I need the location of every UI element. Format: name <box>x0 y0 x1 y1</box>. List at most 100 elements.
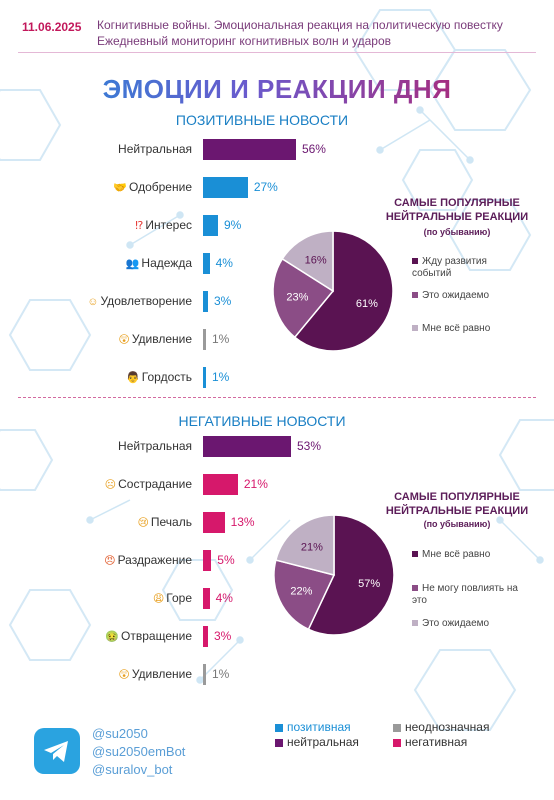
bar-label: 😲 Удивление <box>17 332 192 346</box>
bar-category-text: Надежда <box>141 256 192 270</box>
bar-category-text: Печаль <box>150 515 192 529</box>
bar-positive <box>203 291 208 312</box>
bar-ambiguous <box>203 329 206 350</box>
pie-legend-label: Это ожидаемо <box>422 618 490 629</box>
bar-category-text: Гордость <box>141 370 192 384</box>
bar-value-label: 56% <box>301 142 326 156</box>
bar-category-text: Раздражение <box>117 553 192 567</box>
handshake-emoji-icon: 🤝 <box>113 182 128 194</box>
man-emoji-icon: 👨 <box>126 372 140 384</box>
bar-value-label: 13% <box>230 515 255 529</box>
handle-suralov-bot[interactable]: @suralov_bot <box>92 762 173 777</box>
handle-su2050[interactable]: @su2050 <box>92 726 148 741</box>
bar-value-label: 4% <box>215 256 233 270</box>
legend-ambiguous-swatch <box>393 723 401 732</box>
telegram-icon[interactable] <box>34 728 80 774</box>
pie-legend-swatch <box>412 258 418 265</box>
pie-legend-swatch <box>412 585 418 592</box>
report-date: 11.06.2025 <box>22 20 82 34</box>
bar-value-label: 1% <box>212 332 230 346</box>
subtitle-line-1: Когнитивные войны. Эмоциональная реакция… <box>97 18 503 32</box>
bar-category-text: Одобрение <box>129 180 192 194</box>
positive-pie-subtitle: (по убыванию) <box>423 227 491 237</box>
pie-slice-label: 23% <box>286 292 308 304</box>
bar-value-label: 4% <box>215 591 233 605</box>
pie-legend-item: Это ожидаемо <box>412 290 522 302</box>
negative-pie-subtitle: (по убыванию) <box>423 519 491 529</box>
pie-legend-swatch <box>412 551 418 558</box>
pie-slice-label: 22% <box>290 585 312 597</box>
bar-neutral <box>203 436 291 457</box>
pie-slice <box>281 230 334 293</box>
pie-slice <box>307 514 395 636</box>
pie-legend-swatch <box>412 325 418 332</box>
bar-label: 👥 Надежда <box>17 256 192 270</box>
bar-label: ☹ Сострадание <box>17 477 192 491</box>
bar-negative <box>203 550 212 571</box>
exclamation-question-emoji-icon: ⁉ <box>135 220 144 232</box>
bar-label: 🤢 Отвращение <box>17 629 192 643</box>
legend-ambiguous: неоднозначная <box>393 720 489 734</box>
bar-label: Нейтральная <box>17 142 192 156</box>
bar-value-label: 1% <box>212 370 230 384</box>
pie-legend-item: Жду развития событий <box>412 256 522 280</box>
bar-value-label: 53% <box>296 439 321 453</box>
legend-negative-swatch <box>393 738 401 747</box>
negative-pie-title: САМЫЕ ПОПУЛЯРНЫЕ НЕЙТРАЛЬНЫЕ РЕАКЦИИ <box>385 491 529 517</box>
people-emoji-icon: 👥 <box>125 258 140 270</box>
positive-pie-title: САМЫЕ ПОПУЛЯРНЫЕ НЕЙТРАЛЬНЫЕ РЕАКЦИИ <box>385 197 529 223</box>
bar-value-label: 3% <box>213 629 232 643</box>
bar-label: ⁉ Интерес <box>17 218 192 232</box>
pie-legend-swatch <box>412 620 418 627</box>
bar-value-label: 5% <box>217 553 235 567</box>
pie-legend-item: Это ожидаемо <box>412 618 522 630</box>
pie-legend-label: Не могу повлиять на это <box>412 583 518 606</box>
pie-legend-label: Мне всё равно <box>422 323 491 334</box>
angry-face-emoji-icon: 😠 <box>104 555 116 567</box>
bar-positive <box>203 253 210 274</box>
bar-ambiguous <box>203 664 206 685</box>
bar-negative <box>203 512 225 533</box>
bar-value-label: 3% <box>213 294 232 308</box>
bar-category-text: Сострадание <box>118 477 192 491</box>
legend-neutral: нейтральная <box>275 735 359 749</box>
bar-negative <box>203 626 208 647</box>
header-divider <box>18 52 536 53</box>
bar-value-label: 21% <box>243 477 268 491</box>
bar-neutral <box>203 139 296 160</box>
legend-ambiguous-label: неоднозначная <box>405 720 490 734</box>
positive-neutral-reactions-pie: 61% 23% 16% <box>272 230 394 352</box>
nauseated-face-emoji-icon: 🤢 <box>105 631 120 643</box>
bar-label: Нейтральная <box>17 439 192 453</box>
pie-legend-item: Мне всё равно <box>412 323 522 335</box>
bar-category-text: Интерес <box>145 218 192 232</box>
bar-category-text: Горе <box>166 591 192 605</box>
pie-legend-item: Не могу повлиять на это <box>412 583 522 607</box>
legend-positive-swatch <box>275 723 283 732</box>
legend-positive-label: позитивная <box>287 720 351 734</box>
pie-slice <box>273 559 336 631</box>
pie-legend-label: Мне всё равно <box>422 549 491 560</box>
pie-slice-label: 16% <box>305 254 327 266</box>
bar-label: 🤝 Одобрение <box>17 180 192 194</box>
bar-label: ☺ Удовлетворение <box>17 294 192 308</box>
pie-legend-item: Мне всё равно <box>412 549 522 561</box>
bar-category-text: Нейтральная <box>118 142 192 156</box>
bar-label: 😢 Печаль <box>17 515 192 529</box>
positive-section-title: ПОЗИТИВНЫЕ НОВОСТИ <box>175 112 349 128</box>
subtitle-line-2: Ежедневный мониторинг когнитивных волн и… <box>97 34 391 48</box>
bar-category-text: Отвращение <box>121 629 192 643</box>
bar-category-text: Удивление <box>131 332 192 346</box>
astonished-face-emoji-icon: 😲 <box>118 669 130 681</box>
negative-section-title: НЕГАТИВНЫЕ НОВОСТИ <box>178 413 346 429</box>
negative-neutral-reactions-pie: 57% 22% 21% <box>273 514 395 636</box>
weary-face-emoji-icon: 😩 <box>152 593 165 605</box>
bar-category-text: Удивление <box>131 667 192 681</box>
handle-su2050embot[interactable]: @su2050emBot <box>92 744 186 759</box>
smiling-face-emoji-icon: ☺ <box>87 296 99 308</box>
astonished-face-emoji-icon: 😲 <box>118 334 130 346</box>
legend-negative: негативная <box>393 735 467 749</box>
pie-slice-label: 21% <box>301 542 323 554</box>
crying-face-emoji-icon: 😢 <box>137 517 149 529</box>
